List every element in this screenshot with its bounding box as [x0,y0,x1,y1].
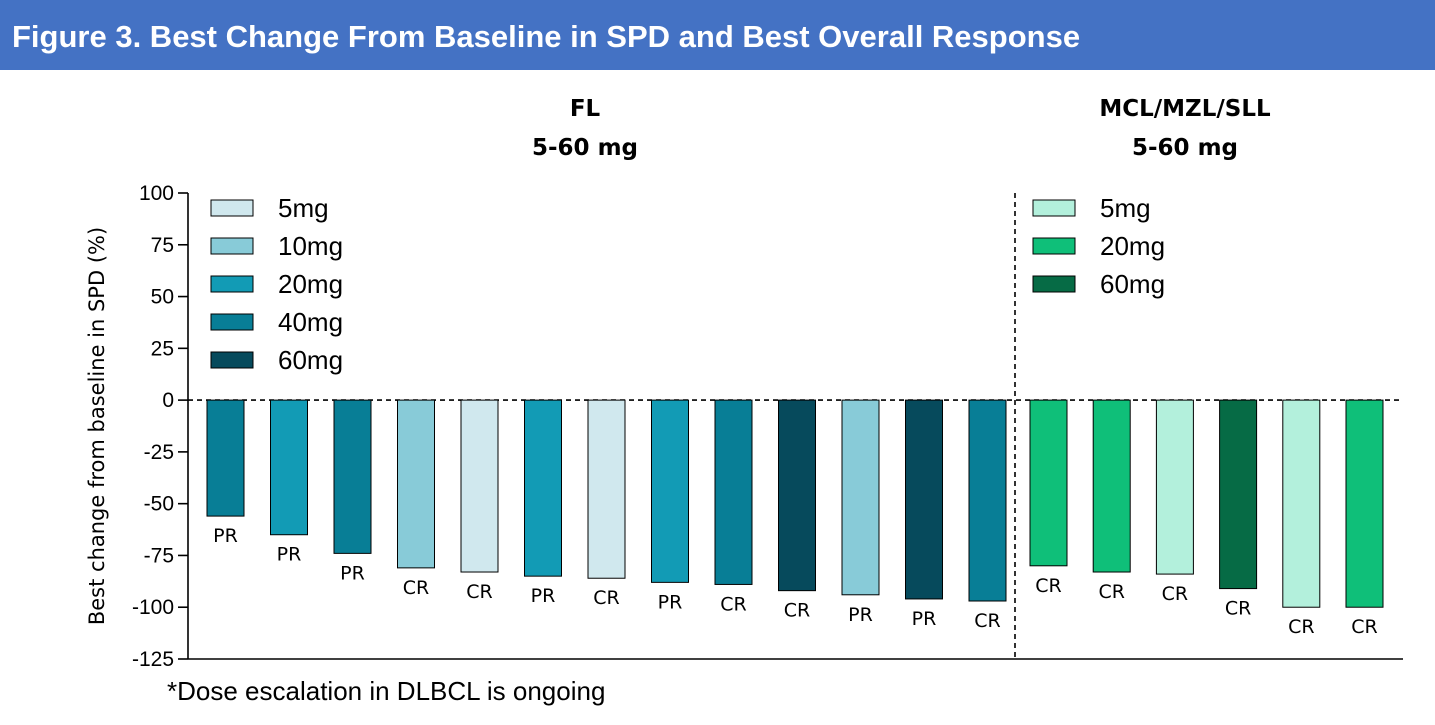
response-label: CR [1098,581,1124,603]
response-label: CR [466,581,492,603]
axes: 100 75 50 25 0 -25 -50 -75 -100 -125 [132,182,1403,671]
bar [270,399,308,536]
bar [460,399,499,573]
legend-label: 10mg [278,231,343,261]
legend-label: 5mg [1100,193,1151,223]
bar [651,399,689,583]
bar [524,399,562,577]
y-tick-label: -100 [132,596,174,619]
legends: 5mg 10mg 20mg 40mg 60mg 5mg 20mg 60mg [210,193,1165,375]
y-axis-label: Best change from baseline in SPD (%) [85,227,109,625]
bars [206,399,1384,608]
response-label: CR [1162,583,1188,605]
legend-swatch [1032,275,1076,293]
response-label: PR [531,585,556,607]
bar [1155,399,1194,575]
footnote: *Dose escalation in DLBCL is ongoing [167,676,606,706]
response-label: CR [403,577,429,599]
bar [1219,399,1258,590]
response-label: PR [213,525,238,547]
y-tick-label: 0 [162,389,174,412]
y-tick-label: -75 [144,544,174,567]
response-label: PR [912,608,937,630]
response-label: CR [1351,616,1377,638]
bar [1345,399,1384,608]
y-tick-label: 75 [151,234,174,257]
bar [206,399,245,517]
response-label: CR [593,587,619,609]
y-tick-label: 25 [151,337,174,360]
legend-label: 60mg [278,345,343,375]
legend-label: 20mg [1100,231,1165,261]
legend-label: 60mg [1100,269,1165,299]
response-label: CR [1288,616,1314,638]
legend-swatch [1032,199,1076,217]
y-tick-label: 50 [151,286,174,309]
response-label: PR [658,591,683,613]
group-header-line1: MCL/MZL/SLL [1099,96,1271,122]
response-label: CR [1035,575,1061,597]
bar [1092,399,1131,573]
bar [841,399,880,596]
bar [905,399,943,600]
response-label: PR [340,562,365,584]
legend-swatch [210,275,254,293]
group-header-line2: 5-60 mg [532,135,638,161]
bar [778,399,816,592]
response-label: CR [784,600,810,622]
response-label: CR [1225,598,1251,620]
waterfall-chart: 100 75 50 25 0 -25 -50 -75 -100 -125 5mg 10mg 20mg 4… [85,96,1403,671]
legend-label: 40mg [278,307,343,337]
y-tick-label: -50 [144,493,174,516]
response-label: PR [848,604,873,626]
y-tick-label: -125 [132,648,174,671]
legend-label: 5mg [278,193,329,223]
bar [968,399,1007,602]
legend-swatch [210,199,254,217]
legend-swatch [1032,237,1076,255]
figure-header: Figure 3. Best Change From Baseline in S… [0,0,1435,70]
group-header-line2: 5-60 mg [1132,135,1238,161]
response-label: PR [277,544,302,566]
legend-label: 20mg [278,269,343,299]
bar [714,399,753,585]
figure-title: Figure 3. Best Change From Baseline in S… [12,19,1081,54]
bar [397,399,435,569]
y-tick-label: -25 [144,441,174,464]
legend-swatch [210,351,254,369]
bar [333,399,372,554]
legend-swatch [210,313,254,331]
bar [587,399,626,579]
chart-text: Best change from baseline in SPD (%) FL 5-… [85,96,1378,638]
y-tick-label: 100 [139,182,174,205]
response-label: CR [720,593,746,615]
bar [1282,399,1321,608]
group-header-line1: FL [570,96,601,122]
bar [1029,399,1068,567]
response-label: CR [974,610,1000,632]
legend-swatch [210,237,254,255]
